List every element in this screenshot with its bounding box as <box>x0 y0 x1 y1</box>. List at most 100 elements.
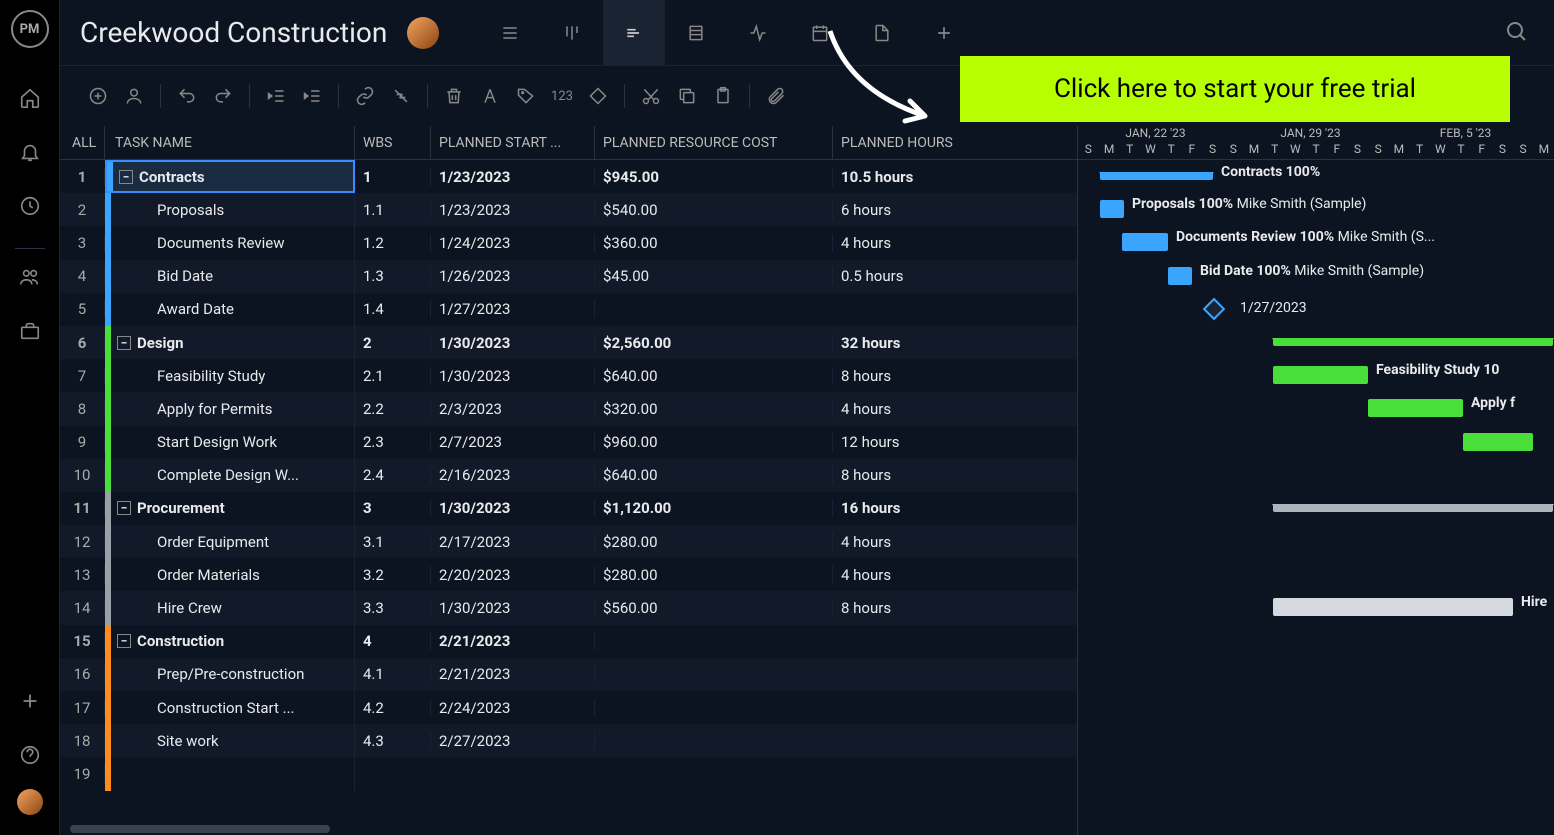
undo-button[interactable] <box>169 78 205 114</box>
col-wbs[interactable]: WBS <box>355 126 431 159</box>
view-activity[interactable] <box>727 0 789 66</box>
start-cell: 2/24/2023 <box>431 699 595 717</box>
indent-button[interactable] <box>294 78 330 114</box>
col-start[interactable]: PLANNED START ... <box>431 126 595 159</box>
task-cell[interactable]: Prep/Pre-construction <box>105 658 355 691</box>
col-task[interactable]: TASK NAME <box>105 126 355 159</box>
task-row[interactable]: 15−Construction42/21/2023 <box>60 625 1077 658</box>
text-button[interactable] <box>472 78 508 114</box>
project-avatar[interactable] <box>407 17 439 49</box>
help-icon[interactable] <box>10 735 50 775</box>
milestone[interactable] <box>1203 297 1226 320</box>
shape-button[interactable] <box>580 78 616 114</box>
task-cell[interactable]: Start Design Work <box>105 426 355 459</box>
summary-bar[interactable] <box>1273 338 1553 346</box>
task-row[interactable]: 9Start Design Work2.32/7/2023$960.0012 h… <box>60 426 1077 459</box>
task-row[interactable]: 8Apply for Permits2.22/3/2023$320.004 ho… <box>60 392 1077 425</box>
task-row[interactable]: 18Site work4.32/27/2023 <box>60 724 1077 757</box>
task-row[interactable]: 2Proposals1.11/23/2023$540.006 hours <box>60 193 1077 226</box>
paste-button[interactable] <box>705 78 741 114</box>
task-row[interactable]: 10Complete Design W...2.42/16/2023$640.0… <box>60 459 1077 492</box>
clock-icon[interactable] <box>10 186 50 226</box>
gantt-row <box>1078 658 1554 691</box>
task-row[interactable]: 19 <box>60 757 1077 790</box>
task-row[interactable]: 16Prep/Pre-construction4.12/21/2023 <box>60 658 1077 691</box>
home-icon[interactable] <box>10 78 50 118</box>
task-row[interactable]: 7Feasibility Study2.11/30/2023$640.008 h… <box>60 359 1077 392</box>
task-cell[interactable]: −Procurement <box>105 492 355 525</box>
number-button[interactable]: 123 <box>544 78 580 114</box>
delete-button[interactable] <box>436 78 472 114</box>
cta-banner[interactable]: Click here to start your free trial <box>960 56 1510 122</box>
collapse-icon[interactable]: − <box>117 634 131 648</box>
col-cost[interactable]: PLANNED RESOURCE COST <box>595 126 833 159</box>
summary-bar[interactable]: Contracts 100% <box>1100 172 1213 180</box>
view-calendar[interactable] <box>789 0 851 66</box>
summary-bar[interactable] <box>1273 504 1553 512</box>
task-cell[interactable]: Hire Crew <box>105 591 355 624</box>
task-row[interactable]: 4Bid Date1.31/26/2023$45.000.5 hours <box>60 260 1077 293</box>
task-bar[interactable]: Proposals 100% Mike Smith (Sample) <box>1100 200 1124 218</box>
collapse-icon[interactable]: − <box>117 501 131 515</box>
task-bar[interactable]: Feasibility Study 10 <box>1273 366 1368 384</box>
task-cell[interactable] <box>105 757 355 790</box>
task-row[interactable]: 14Hire Crew3.31/30/2023$560.008 hours <box>60 591 1077 624</box>
redo-button[interactable] <box>205 78 241 114</box>
task-cell[interactable]: −Contracts <box>105 160 355 193</box>
bell-icon[interactable] <box>10 132 50 172</box>
plus-icon[interactable] <box>10 681 50 721</box>
task-cell[interactable]: Site work <box>105 724 355 757</box>
task-cell[interactable]: −Construction <box>105 625 355 658</box>
tag-button[interactable] <box>508 78 544 114</box>
task-bar[interactable]: Hire <box>1273 598 1513 616</box>
user-avatar[interactable] <box>17 789 43 815</box>
task-cell[interactable]: Order Equipment <box>105 525 355 558</box>
task-row[interactable]: 1−Contracts11/23/2023$945.0010.5 hours <box>60 160 1077 193</box>
task-row[interactable]: 6−Design21/30/2023$2,560.0032 hours <box>60 326 1077 359</box>
view-files[interactable] <box>851 0 913 66</box>
people-icon[interactable] <box>10 257 50 297</box>
collapse-icon[interactable]: − <box>119 170 133 184</box>
task-grid: ALL TASK NAME WBS PLANNED START ... PLAN… <box>60 126 1078 835</box>
bar-label: Hire <box>1521 594 1547 610</box>
view-sheet[interactable] <box>665 0 727 66</box>
task-cell[interactable]: Feasibility Study <box>105 359 355 392</box>
task-cell[interactable]: Complete Design W... <box>105 459 355 492</box>
task-row[interactable]: 13Order Materials3.22/20/2023$280.004 ho… <box>60 558 1077 591</box>
copy-button[interactable] <box>669 78 705 114</box>
outdent-button[interactable] <box>258 78 294 114</box>
view-list[interactable] <box>479 0 541 66</box>
search-icon[interactable] <box>1498 13 1534 53</box>
task-row[interactable]: 17Construction Start ...4.22/24/2023 <box>60 691 1077 724</box>
task-bar[interactable] <box>1463 433 1533 451</box>
col-all[interactable]: ALL <box>60 126 105 159</box>
view-board[interactable] <box>541 0 603 66</box>
unlink-button[interactable] <box>383 78 419 114</box>
task-bar[interactable]: Apply f <box>1368 399 1463 417</box>
task-row[interactable]: 11−Procurement31/30/2023$1,120.0016 hour… <box>60 492 1077 525</box>
task-cell[interactable]: Order Materials <box>105 558 355 591</box>
col-hours[interactable]: PLANNED HOURS <box>833 126 1077 159</box>
add-button[interactable] <box>80 78 116 114</box>
task-cell[interactable]: Proposals <box>105 193 355 226</box>
collapse-icon[interactable]: − <box>117 336 131 350</box>
task-bar[interactable]: Documents Review 100% Mike Smith (S... <box>1122 233 1168 251</box>
task-row[interactable]: 12Order Equipment3.12/17/2023$280.004 ho… <box>60 525 1077 558</box>
task-cell[interactable]: Bid Date <box>105 260 355 293</box>
task-cell[interactable]: Construction Start ... <box>105 691 355 724</box>
view-gantt[interactable] <box>603 0 665 66</box>
link-button[interactable] <box>347 78 383 114</box>
task-cell[interactable]: Award Date <box>105 293 355 326</box>
assign-button[interactable] <box>116 78 152 114</box>
cut-button[interactable] <box>633 78 669 114</box>
task-cell[interactable]: −Design <box>105 326 355 359</box>
h-scrollbar[interactable] <box>60 823 1077 835</box>
task-row[interactable]: 3Documents Review1.21/24/2023$360.004 ho… <box>60 226 1077 259</box>
attachment-button[interactable] <box>758 78 794 114</box>
logo[interactable]: PM <box>11 10 49 48</box>
task-bar[interactable]: Bid Date 100% Mike Smith (Sample) <box>1168 267 1192 285</box>
task-row[interactable]: 5Award Date1.41/27/2023 <box>60 293 1077 326</box>
briefcase-icon[interactable] <box>10 311 50 351</box>
task-cell[interactable]: Apply for Permits <box>105 392 355 425</box>
task-cell[interactable]: Documents Review <box>105 226 355 259</box>
